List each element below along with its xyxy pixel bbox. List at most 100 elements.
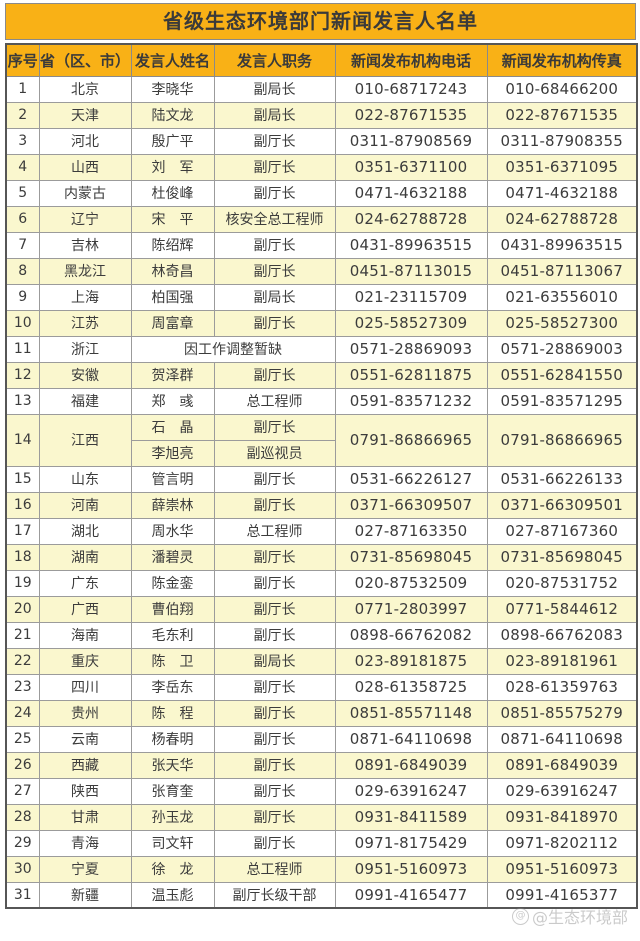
- cell-title: 副厅长: [213, 725, 336, 753]
- cell-phone: 0791-86866965: [334, 413, 488, 467]
- cell-phone: 029-63916247: [334, 777, 488, 805]
- cell-num: 29: [5, 829, 40, 857]
- table-row: 30 宁夏徐 龙总工程师 0951-5160973 0951-5160973: [5, 855, 638, 883]
- table-row: 李旭亮 副巡视员: [6, 439, 637, 467]
- cell-fax: 023-89181961: [486, 647, 638, 675]
- cell-province: 上海: [38, 283, 132, 311]
- cell-phone: 0931-8411589: [334, 803, 488, 831]
- cell-title: 副厅长: [213, 257, 336, 285]
- cell-province: 甘肃: [38, 803, 132, 831]
- cell-name: 周富章: [130, 309, 215, 337]
- cell-num: 24: [5, 699, 40, 727]
- cell-name: 曹伯翔: [130, 595, 215, 623]
- cell-phone: 021-23115709: [334, 283, 488, 311]
- cell-num: 1: [5, 75, 40, 103]
- cell-province: 黑龙江: [38, 257, 132, 285]
- cell-province: 青海: [38, 829, 132, 857]
- cell-phone: 0771-2803997: [334, 595, 488, 623]
- cell-fax: 0731-85698045: [486, 543, 638, 571]
- cell-num: 26: [5, 751, 40, 779]
- cell-fax: 021-63556010: [486, 283, 638, 311]
- cell-province: 海南: [38, 621, 132, 649]
- cell-fax: 0791-86866965: [486, 413, 638, 467]
- cell-phone: 024-62788728: [334, 205, 488, 233]
- cell-province: 湖南: [38, 543, 132, 571]
- cell-num: 30: [5, 855, 40, 883]
- cell-name: 杜俊峰: [130, 179, 215, 207]
- table-row: 21 海南 毛东利 副厅长 0898-66762082 0898-66762083: [5, 621, 638, 649]
- cell-num: 28: [5, 803, 40, 831]
- cell-fax: 025-58527300: [486, 309, 638, 337]
- column-header: 省（区、市）: [38, 43, 132, 77]
- table-row: 25 云南 杨春明 副厅长 0871-64110698 0871-64110698: [5, 725, 638, 753]
- cell-phone: 0898-66762082: [334, 621, 488, 649]
- table-row: 14 江西石 晶副厅长 0791-86866965 0791-86866965: [5, 413, 638, 467]
- cell-fax: 0451-87113067: [486, 257, 638, 285]
- cell-phone: 0591-83571232: [334, 387, 488, 415]
- table-header-row: 序号 省（区、市） 发言人姓名 发言人职务 新闻发布机构电话 新闻发布机构传真: [5, 43, 638, 77]
- cell-fax: 0351-6371095: [486, 153, 638, 181]
- table-row: 13 福建郑 彧总工程师 0591-83571232 0591-83571295: [5, 387, 638, 415]
- cell-num: 8: [5, 257, 40, 285]
- cell-name: 徐 龙: [130, 855, 215, 883]
- table-row: 6 辽宁宋 平核安全总工程师 024-62788728 024-62788728: [5, 205, 638, 233]
- cell-province: 贵州: [38, 699, 132, 727]
- table-row: 22 重庆陈 卫副局长 023-89181875 023-89181961: [5, 647, 638, 675]
- table-row: 12 安徽 贺泽群 副厅长 0551-62811875 0551-62841550: [5, 361, 638, 389]
- column-header: 发言人职务: [213, 43, 336, 77]
- cell-fax: 0571-28869003: [486, 335, 638, 363]
- cell-fax: 022-87671535: [486, 101, 638, 129]
- cell-num: 2: [5, 101, 40, 129]
- cell-fax: 0898-66762083: [486, 621, 638, 649]
- cell-fax: 020-87531752: [486, 569, 638, 597]
- cell-name: 温玉彪: [130, 881, 215, 909]
- cell-province: 广西: [38, 595, 132, 623]
- cell-name: 陈绍辉: [130, 231, 215, 259]
- cell-num: 10: [5, 309, 40, 337]
- cell-num: 27: [5, 777, 40, 805]
- cell-title: 副局长: [213, 283, 336, 311]
- cell-num: 19: [5, 569, 40, 597]
- cell-name: 刘 军: [130, 153, 215, 181]
- table-row: 5 内蒙古 杜俊峰 副厅长 0471-4632188 0471-4632188: [5, 179, 638, 207]
- cell-province: 新疆: [38, 881, 132, 909]
- cell-phone: 010-68717243: [334, 75, 488, 103]
- cell-fax: 0851-85575279: [486, 699, 638, 727]
- cell-phone: 0451-87113015: [334, 257, 488, 285]
- table-header: 序号 省（区、市） 发言人姓名 发言人职务 新闻发布机构电话 新闻发布机构传真: [5, 43, 638, 77]
- cell-note: 因工作调整暂缺: [130, 335, 336, 363]
- cell-phone: 025-58527309: [334, 309, 488, 337]
- cell-name: 李晓华: [130, 75, 215, 103]
- cell-name: 杨春明: [130, 725, 215, 753]
- cell-num: 7: [5, 231, 40, 259]
- table-row: 23 四川 李岳东 副厅长 028-61358725 028-61359763: [5, 673, 638, 701]
- cell-fax: 0871-64110698: [486, 725, 638, 753]
- cell-num: 13: [5, 387, 40, 415]
- cell-phone: 0571-28869093: [334, 335, 488, 363]
- cell-num: 16: [5, 491, 40, 519]
- cell-province: 北京: [38, 75, 132, 103]
- cell-title: 副厅长: [213, 361, 336, 389]
- cell-phone: 0851-85571148: [334, 699, 488, 727]
- cell-fax: 0471-4632188: [486, 179, 638, 207]
- cell-title: 副厅长: [213, 231, 336, 259]
- cell-phone: 0991-4165477: [334, 881, 488, 909]
- cell-title: 副厅长级干部: [213, 881, 336, 909]
- cell-phone: 0891-6849039: [334, 751, 488, 779]
- cell-province: 内蒙古: [38, 179, 132, 207]
- cell-phone: 028-61358725: [334, 673, 488, 701]
- cell-title: 副巡视员: [213, 439, 336, 467]
- cell-phone: 0531-66226127: [334, 465, 488, 493]
- cell-title: 副厅长: [213, 699, 336, 727]
- cell-num: 18: [5, 543, 40, 571]
- table-row: 28 甘肃 孙玉龙 副厅长 0931-8411589 0931-8418970: [5, 803, 638, 831]
- cell-name: 石 晶: [130, 413, 215, 441]
- cell-num: 9: [5, 283, 40, 311]
- cell-name: 孙玉龙: [130, 803, 215, 831]
- cell-province: 四川: [38, 673, 132, 701]
- cell-title: 副厅长: [213, 309, 336, 337]
- cell-province: 河南: [38, 491, 132, 519]
- cell-fax: 0311-87908355: [486, 127, 638, 155]
- cell-phone: 0471-4632188: [334, 179, 488, 207]
